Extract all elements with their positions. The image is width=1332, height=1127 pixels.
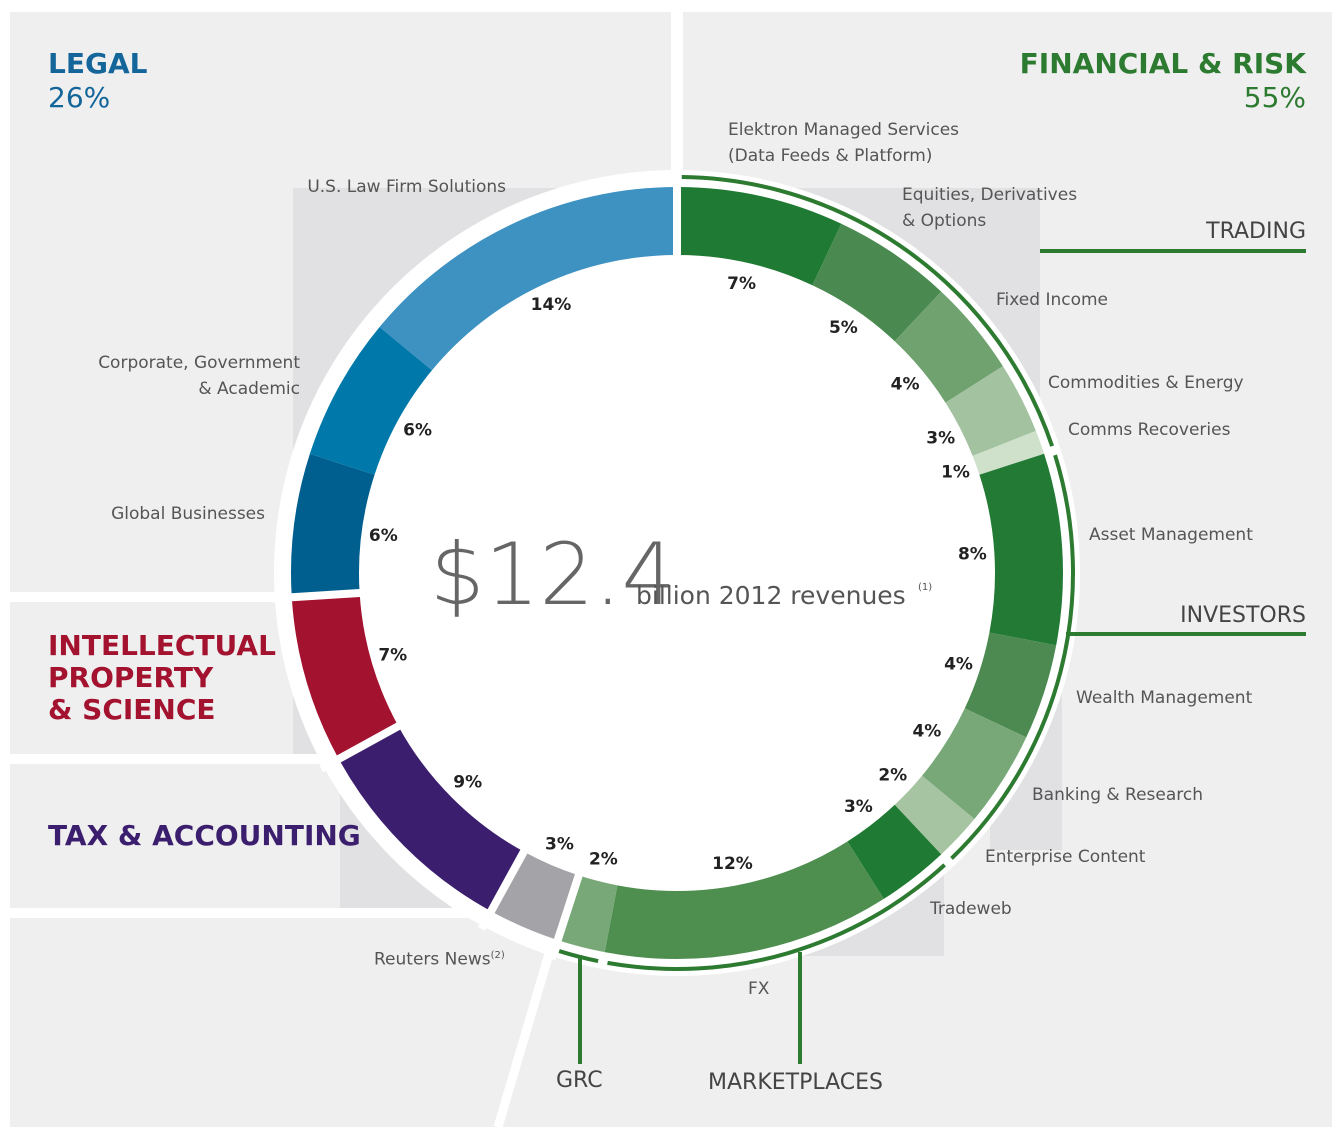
value-label: 12% — [712, 854, 753, 874]
separator — [0, 0, 1332, 12]
value-label: 3% — [844, 797, 873, 817]
category-label: U.S. Law Firm Solutions — [307, 177, 506, 197]
segment-gap — [271, 588, 364, 603]
value-label: 8% — [958, 544, 987, 564]
ring-backdrop — [274, 170, 1080, 976]
segment — [338, 726, 524, 912]
segment — [964, 632, 1057, 738]
separator — [493, 928, 561, 1127]
value-label: 1% — [941, 463, 970, 483]
total-label: $12.4 — [430, 525, 676, 625]
value-label: 2% — [878, 766, 907, 786]
segment — [604, 841, 884, 959]
category-label: Reuters News — [374, 949, 491, 970]
category-label: GRC — [556, 1068, 603, 1093]
category-label: Global Businesses — [111, 504, 265, 524]
value-label: 4% — [912, 722, 941, 742]
category-label-box: Enterprise Content — [985, 844, 1145, 870]
category-label: Asset Management — [1089, 525, 1253, 545]
segment — [677, 187, 842, 286]
category-label: Fixed Income — [996, 290, 1109, 310]
category-label: FX — [748, 979, 770, 999]
category-label-box: U.S. Law Firm Solutions — [307, 174, 506, 200]
value-label: 7% — [727, 274, 756, 294]
category-label: Banking & Research — [1032, 785, 1204, 805]
segment — [291, 592, 399, 759]
category-label: INTELLECTUAL PROPERTY & SCIENCE — [48, 629, 276, 726]
separator — [0, 754, 350, 764]
segment-gap — [547, 870, 584, 961]
category-label-box: Wealth Management — [1076, 685, 1252, 711]
group-label: INVESTORS — [1180, 603, 1306, 628]
category-label-box: Tradeweb — [930, 896, 1012, 922]
category-label: Elektron Managed Services (Data Feeds & … — [728, 120, 960, 166]
segment — [922, 708, 1027, 820]
segment — [309, 326, 432, 475]
value-label: 9% — [453, 772, 482, 792]
segment — [847, 804, 942, 899]
category-label-box: GRC — [556, 1068, 603, 1094]
value-label: 3% — [926, 429, 955, 449]
total-text: billion 2012 revenues — [636, 581, 906, 610]
footnote-mark: (2) — [490, 950, 505, 961]
segment-gap — [319, 720, 404, 773]
category-label: Comms Recoveries — [1068, 420, 1231, 440]
category-label-box: Corporate, Government & Academic — [98, 350, 300, 402]
category-label-box: Asset Management — [1089, 522, 1253, 548]
division-share: 55% — [1243, 81, 1306, 114]
category-label-box: Elektron Managed Services (Data Feeds & … — [728, 117, 959, 169]
segment — [812, 223, 942, 342]
separator — [671, 0, 683, 200]
division-share: 26% — [48, 81, 111, 114]
category-label-box: Reuters News(2) — [374, 943, 505, 973]
category-label-box: FX — [748, 976, 769, 1002]
category-label: Enterprise Content — [985, 847, 1146, 867]
segment — [979, 453, 1063, 646]
category-label-box: Banking & Research — [1032, 782, 1203, 808]
value-label: 6% — [403, 420, 432, 440]
segment — [894, 775, 975, 855]
category-label: Wealth Management — [1076, 688, 1253, 708]
value-label: 4% — [944, 654, 973, 674]
value-label: 3% — [545, 835, 574, 855]
separator — [0, 592, 310, 602]
category-label: Corporate, Government & Academic — [98, 353, 300, 399]
category-label-box: INTELLECTUAL PROPERTY & SCIENCE — [48, 630, 276, 726]
separator — [0, 908, 500, 918]
category-label: Equities, Derivatives & Options — [902, 185, 1078, 231]
value-label: 7% — [378, 646, 407, 666]
separator — [0, 0, 10, 1127]
segment — [972, 430, 1045, 475]
category-label: Commodities & Energy — [1048, 373, 1244, 393]
total-note: (1) — [918, 582, 932, 593]
segment — [894, 291, 1003, 403]
value-label: 2% — [589, 850, 618, 870]
group-label: MARKETPLACES — [708, 1070, 884, 1095]
segment — [945, 366, 1036, 456]
group-arc — [681, 175, 1055, 447]
value-label: 6% — [369, 526, 398, 546]
group-arc — [607, 863, 946, 971]
segment — [379, 187, 677, 371]
segment-gap — [477, 846, 530, 931]
category-label: TAX & ACCOUNTING — [48, 819, 361, 852]
value-label: 4% — [891, 374, 920, 394]
group-label: TRADING — [1206, 219, 1306, 244]
category-label-box: TAX & ACCOUNTING — [48, 820, 361, 852]
segment — [291, 453, 375, 598]
division-name: LEGAL — [48, 47, 148, 80]
value-label: 14% — [531, 295, 572, 315]
category-label-box: Global Businesses — [111, 501, 265, 527]
group-arc — [950, 454, 1075, 860]
category-label-box: Commodities & Energy — [1048, 370, 1244, 396]
category-label-box: Fixed Income — [996, 287, 1108, 313]
category-label-box: Equities, Derivatives & Options — [902, 182, 1077, 234]
category-label: Tradeweb — [930, 899, 1012, 919]
division-name: FINANCIAL & RISK — [1019, 47, 1306, 80]
value-label: 5% — [829, 318, 858, 338]
category-label-box: Comms Recoveries — [1068, 417, 1230, 443]
